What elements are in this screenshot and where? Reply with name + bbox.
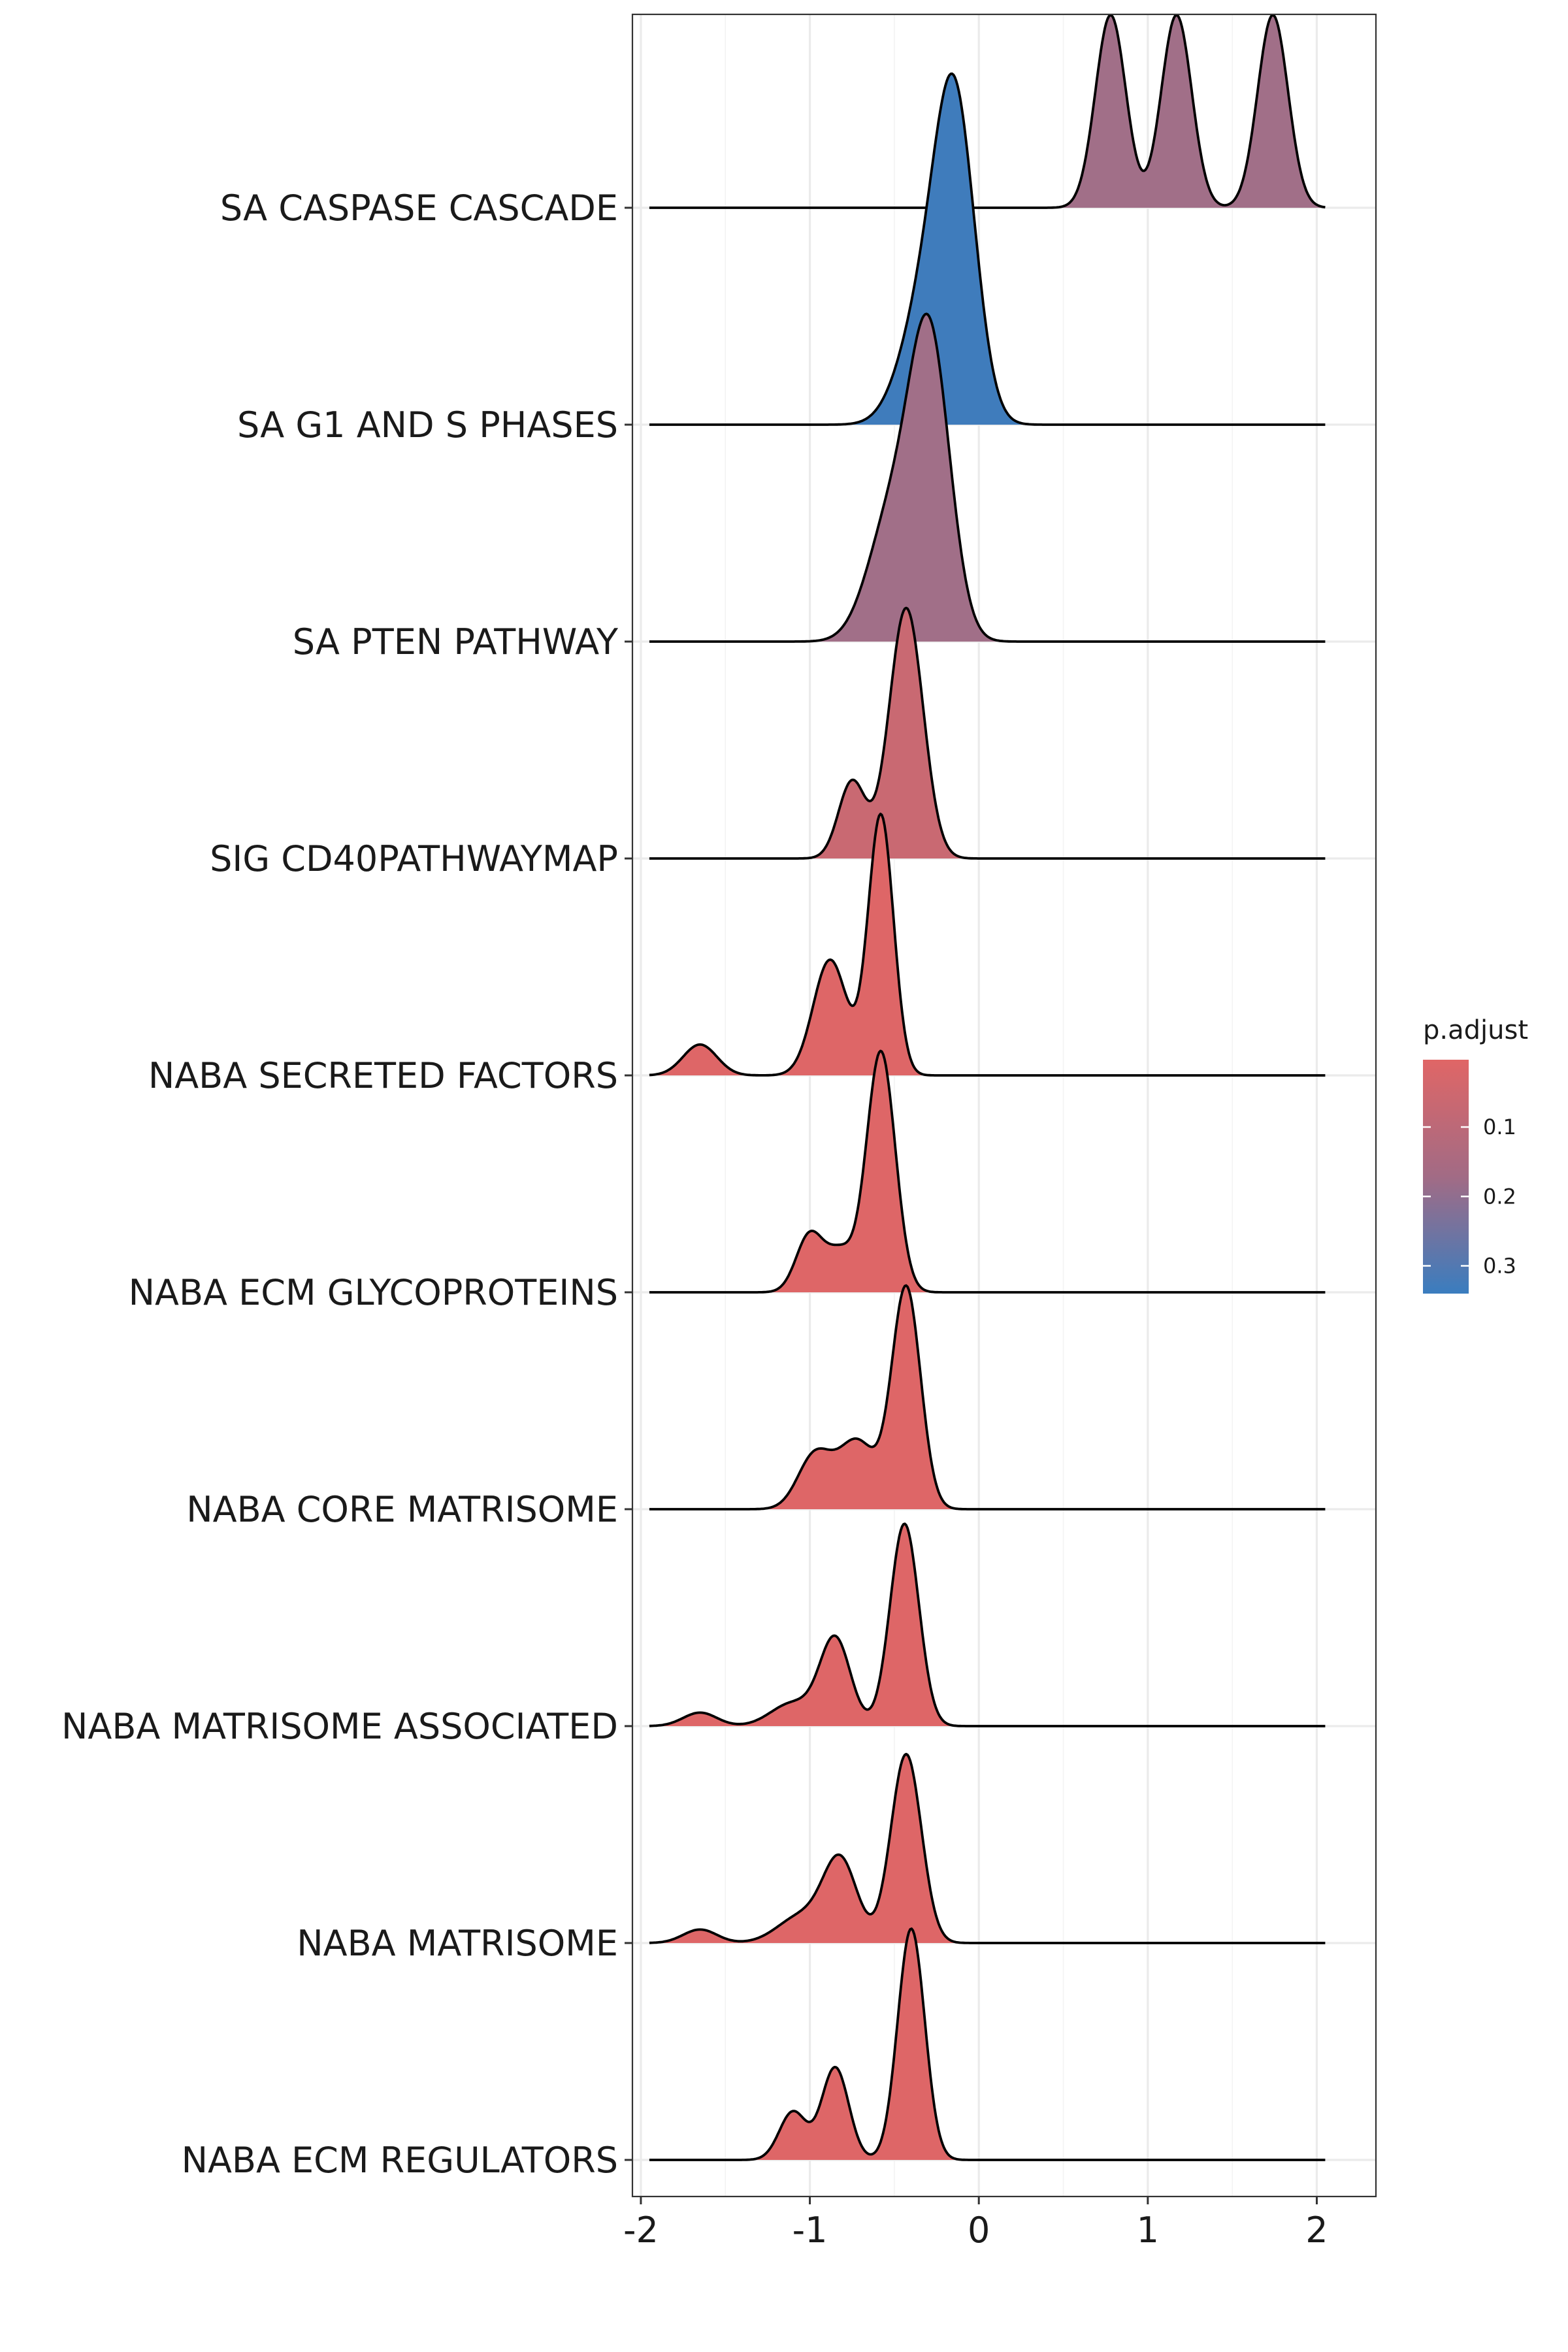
- ridge-outline: [649, 312, 1326, 643]
- x-tick-label: 2: [1305, 2210, 1328, 2251]
- ridge-outline: [649, 1049, 1326, 1294]
- legend-tick-label: 0.3: [1483, 1254, 1516, 1279]
- y-tick-label: SA PTEN PATHWAY: [293, 621, 619, 662]
- panel-border: [631, 13, 1377, 2198]
- ridge-outline: [649, 606, 1326, 860]
- ridge-fill: [649, 1524, 1326, 1726]
- y-tick-label: NABA ECM GLYCOPROTEINS: [129, 1272, 618, 1313]
- color-legend: p.adjust 0.1 0.2 0.3: [1423, 1015, 1528, 1294]
- legend-tick-label: 0.1: [1483, 1115, 1516, 1139]
- y-tick-label: NABA CORE MATRISOME: [186, 1489, 618, 1530]
- x-tick-label: -2: [623, 2210, 659, 2251]
- ridge-outline: [649, 1752, 1326, 1944]
- ridge-outline: [649, 14, 1326, 209]
- legend-colorbar: [1423, 1060, 1469, 1294]
- y-tick-label: SIG CD40PATHWAYMAP: [210, 838, 618, 879]
- y-tick-label: NABA MATRISOME: [297, 1923, 618, 1964]
- y-tick-label: NABA MATRISOME ASSOCIATED: [61, 1706, 618, 1747]
- ridge-fill: [649, 1285, 1326, 1509]
- y-tick-label: SA G1 AND S PHASES: [237, 404, 618, 446]
- legend-title: p.adjust: [1423, 1015, 1528, 1045]
- density-ridges: [649, 14, 1326, 2161]
- ridge-outline: [649, 1927, 1326, 2161]
- x-tick-label: 0: [968, 2210, 990, 2251]
- x-tick-label: -1: [792, 2210, 828, 2251]
- ridge-fill: [649, 1754, 1326, 1943]
- ridge-fill: [649, 15, 1326, 208]
- ridge-fill: [649, 73, 1326, 425]
- ridge-fill: [649, 813, 1326, 1075]
- x-axis: -2 -1 0 1 2: [623, 2197, 1328, 2251]
- ridge-outline: [649, 1522, 1326, 1727]
- ridge-outline: [649, 1284, 1326, 1511]
- y-tick-label: NABA SECRETED FACTORS: [148, 1055, 618, 1096]
- legend-tick-label: 0.2: [1483, 1184, 1516, 1209]
- x-tick-label: 1: [1137, 2210, 1159, 2251]
- y-tick-label: SA CASPASE CASCADE: [220, 188, 618, 229]
- ridge-outline: [649, 812, 1326, 1077]
- y-tick-label: NABA ECM REGULATORS: [182, 2140, 618, 2181]
- y-axis: SA CASPASE CASCADE SA G1 AND S PHASES SA P…: [61, 188, 632, 2181]
- ridge-outline: [649, 72, 1326, 426]
